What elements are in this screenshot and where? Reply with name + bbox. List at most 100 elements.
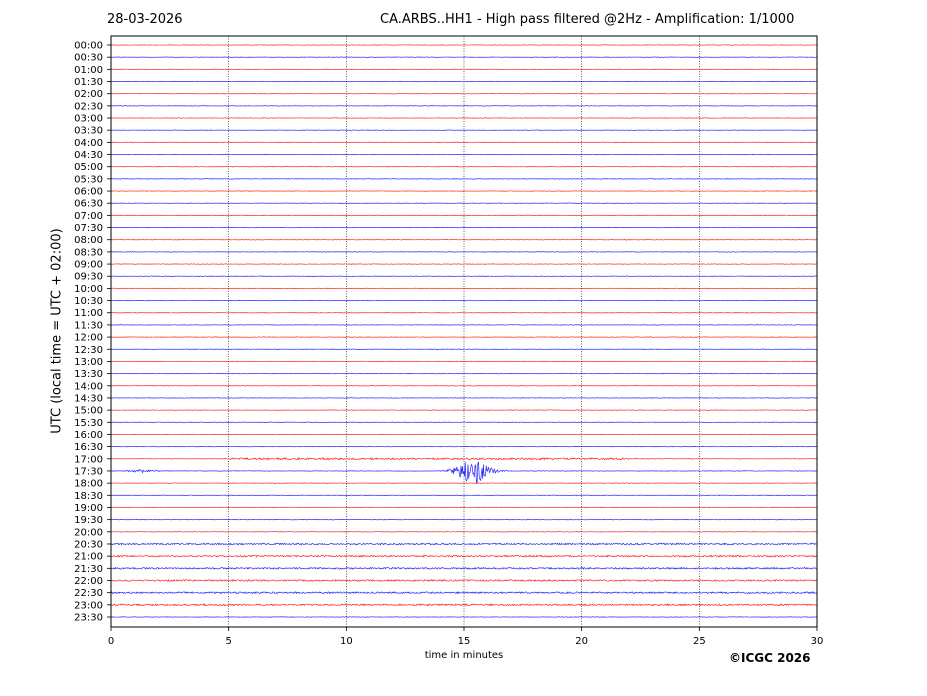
- row-label: 15:00: [74, 406, 103, 417]
- trace-line: [110, 153, 817, 156]
- trace-line: [110, 445, 817, 448]
- trace-line: [110, 578, 817, 583]
- x-tick-label: 20: [575, 636, 588, 647]
- row-label: 06:00: [74, 187, 103, 198]
- row-label: 05:30: [74, 174, 103, 185]
- row-label: 00:30: [74, 53, 103, 64]
- trace-line: [110, 494, 817, 496]
- row-label: 13:30: [74, 369, 103, 380]
- row-label: 12:30: [74, 345, 103, 356]
- trace-line: [110, 616, 817, 618]
- trace-line: [110, 506, 817, 509]
- date-label: 28-03-2026: [107, 12, 183, 27]
- row-label: 00:00: [74, 41, 103, 52]
- x-tick-label: 30: [811, 636, 824, 647]
- row-label: 03:30: [74, 126, 103, 137]
- row-label: 20:30: [74, 539, 103, 550]
- row-label: 23:00: [74, 600, 103, 611]
- row-label: 06:30: [74, 199, 103, 210]
- row-label: 02:30: [74, 101, 103, 112]
- row-label: 17:00: [74, 454, 103, 465]
- row-label: 23:30: [74, 613, 103, 624]
- x-tick-label: 25: [693, 636, 706, 647]
- row-label: 22:00: [74, 576, 103, 587]
- trace-line: [110, 421, 817, 423]
- row-label: 16:00: [74, 430, 103, 441]
- row-label: 07:30: [74, 223, 103, 234]
- x-tick-label: 15: [458, 636, 471, 647]
- trace-line: [110, 433, 817, 436]
- row-label: 03:00: [74, 114, 103, 125]
- trace-line: [110, 603, 817, 607]
- trace-line: [110, 275, 817, 277]
- trace-line: [110, 554, 817, 558]
- trace-line: [110, 409, 817, 411]
- trace-line: [110, 68, 817, 70]
- trace-line: [110, 214, 817, 217]
- row-label: 11:30: [74, 320, 103, 331]
- plot-frame: [110, 35, 818, 628]
- x-tick-label: 10: [340, 636, 353, 647]
- trace-line: [110, 312, 817, 314]
- trace-line: [110, 397, 817, 399]
- trace-line: [110, 457, 817, 461]
- trace-line: [110, 44, 817, 46]
- trace-line: [110, 80, 817, 83]
- trace-line: [110, 166, 817, 168]
- row-label: 13:00: [74, 357, 103, 368]
- trace-line: [110, 372, 817, 375]
- x-tick-label: 0: [108, 636, 114, 647]
- trace-line: [110, 518, 817, 521]
- row-label: 08:00: [74, 235, 103, 246]
- row-label: 21:00: [74, 552, 103, 563]
- trace-line: [110, 530, 817, 533]
- row-label: 10:00: [74, 284, 103, 295]
- trace-line: [110, 251, 817, 253]
- trace-line: [110, 129, 817, 131]
- row-label: 20:00: [74, 527, 103, 538]
- copyright: ©ICGC 2026: [729, 651, 811, 665]
- trace-line: [110, 178, 817, 180]
- row-label: 02:00: [74, 89, 103, 100]
- trace-line: [110, 105, 817, 107]
- row-label: 09:30: [74, 272, 103, 283]
- row-label: 01:30: [74, 77, 103, 88]
- row-label: 04:30: [74, 150, 103, 161]
- trace-line: [110, 226, 817, 229]
- trace-line: [110, 56, 817, 58]
- row-label: 09:00: [74, 260, 103, 271]
- row-label: 15:30: [74, 418, 103, 429]
- trace-line: [110, 141, 817, 144]
- chart-title: CA.ARBS..HH1 - High pass filtered @2Hz -…: [380, 12, 795, 27]
- x-tick-label: 5: [225, 636, 231, 647]
- row-label: 14:00: [74, 381, 103, 392]
- row-label: 18:30: [74, 491, 103, 502]
- row-label: 07:00: [74, 211, 103, 222]
- row-label: 19:30: [74, 515, 103, 526]
- row-label: 01:00: [74, 65, 103, 76]
- row-label: 14:30: [74, 393, 103, 404]
- trace-line: [110, 542, 817, 546]
- trace-line: [110, 190, 817, 192]
- row-label: 12:00: [74, 333, 103, 344]
- row-label: 22:30: [74, 588, 103, 599]
- trace-line: [110, 202, 817, 204]
- row-label: 10:30: [74, 296, 103, 307]
- row-label: 17:30: [74, 466, 103, 477]
- row-label: 19:00: [74, 503, 103, 514]
- trace-line: [110, 348, 817, 350]
- row-label: 21:30: [74, 564, 103, 575]
- trace-line: [110, 566, 817, 570]
- trace-line: [110, 117, 817, 119]
- trace-line: [110, 239, 817, 241]
- trace-line: [110, 591, 817, 595]
- x-axis-label: time in minutes: [424, 650, 504, 661]
- row-label: 18:00: [74, 479, 103, 490]
- trace-line: [110, 482, 817, 484]
- trace-line: [110, 385, 817, 387]
- row-label: 16:30: [74, 442, 103, 453]
- row-label: 04:00: [74, 138, 103, 149]
- row-label: 05:00: [74, 162, 103, 173]
- row-label: 08:30: [74, 247, 103, 258]
